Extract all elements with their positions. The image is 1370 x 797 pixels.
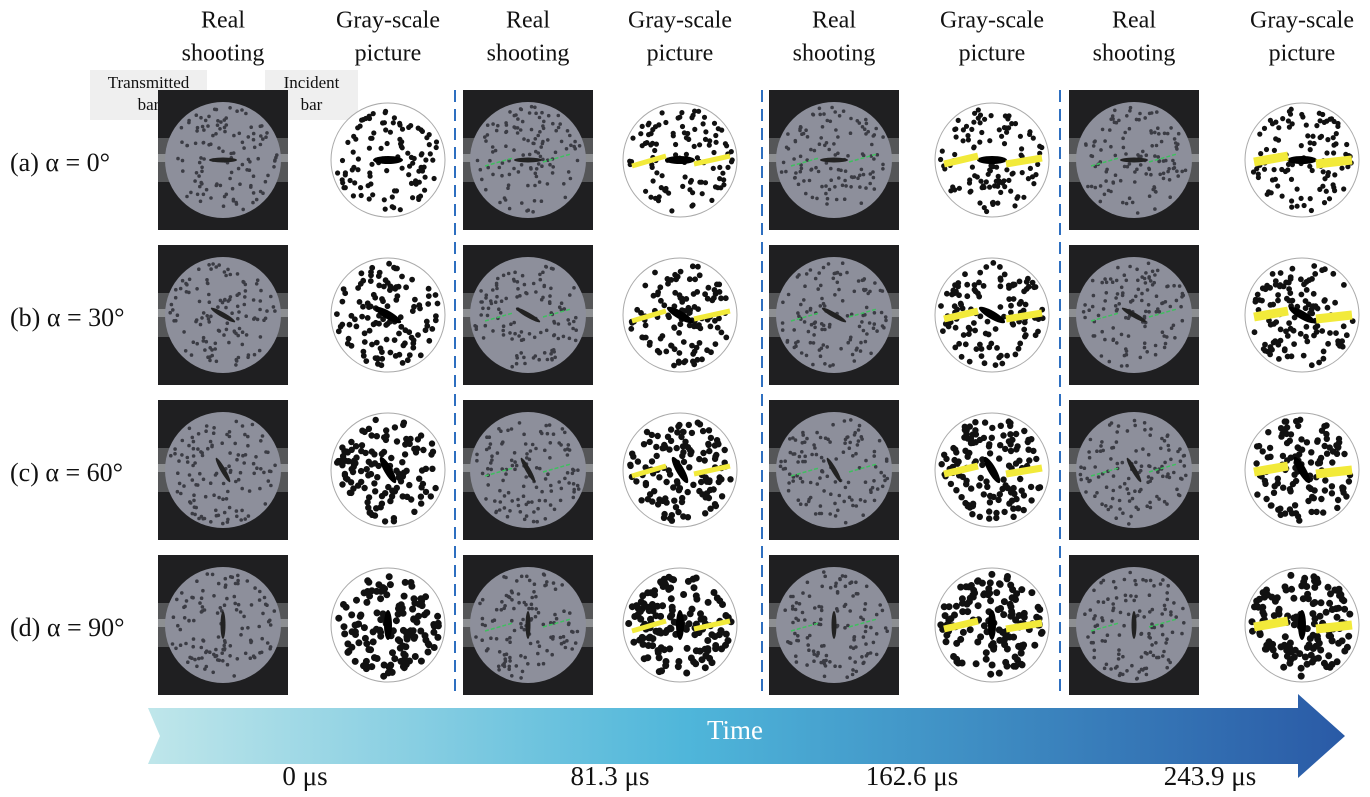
real-shooting-image: [463, 90, 593, 230]
gray-scale-image: [1245, 103, 1359, 217]
column-header: Real: [201, 8, 245, 34]
flaw: [384, 610, 392, 640]
column-header: Gray-scale: [1250, 8, 1354, 34]
gray-scale-image: [935, 568, 1049, 682]
column-header: shooting: [487, 41, 570, 67]
column-header: shooting: [793, 41, 876, 67]
gray-scale-image: [1245, 568, 1359, 682]
real-shooting-image: [1069, 555, 1199, 695]
real-shooting-image: [1069, 90, 1199, 230]
column-header: picture: [959, 41, 1026, 67]
column-header: Real: [1112, 8, 1156, 34]
gray-scale-image: [331, 258, 445, 372]
flaw: [221, 611, 226, 639]
flaw: [526, 611, 531, 639]
real-shooting-image: [769, 555, 899, 695]
time-label: 243.9 μs: [1164, 761, 1256, 791]
gray-scale-image: [1245, 258, 1359, 372]
real-shooting-image: [158, 90, 288, 230]
gray-scale-image: [935, 258, 1049, 372]
row-label: (a) α = 0°: [10, 148, 110, 177]
real-shooting-image: [463, 245, 593, 385]
real-shooting-image: [769, 400, 899, 540]
flaw: [1132, 611, 1137, 639]
flaw: [514, 158, 542, 163]
gray-scale-image: [331, 568, 445, 682]
time-label: 0 μs: [282, 761, 327, 791]
real-shooting-image: [769, 90, 899, 230]
real-shooting-image: [158, 555, 288, 695]
annotation: bar: [138, 95, 160, 114]
flaw: [665, 156, 695, 164]
time-arrow-label: Time: [707, 715, 763, 745]
gray-scale-image: [935, 103, 1049, 217]
column-header: Real: [506, 8, 550, 34]
column-header: shooting: [182, 41, 265, 67]
gray-scale-image: [623, 568, 737, 682]
gray-scale-image: [935, 413, 1049, 527]
column-header: picture: [1269, 41, 1336, 67]
flaw: [1120, 158, 1148, 163]
flaw: [373, 156, 403, 164]
flaw: [209, 158, 237, 163]
time-label: 81.3 μs: [571, 761, 650, 791]
gray-scale-image: [623, 258, 737, 372]
flaw: [988, 610, 996, 640]
real-shooting-image: [1069, 400, 1199, 540]
column-header: Gray-scale: [940, 8, 1044, 34]
gray-scale-image: [331, 103, 445, 217]
gray-scale-image: [623, 413, 737, 527]
real-shooting-image: [1069, 245, 1199, 385]
gray-scale-image: [1245, 413, 1359, 527]
flaw: [1298, 610, 1306, 640]
column-header: Real: [812, 8, 856, 34]
column-header: picture: [647, 41, 714, 67]
column-header: Gray-scale: [628, 8, 732, 34]
row-label: (d) α = 90°: [10, 613, 125, 642]
time-label: 162.6 μs: [866, 761, 958, 791]
gray-scale-image: [331, 413, 445, 527]
real-shooting-image: [463, 555, 593, 695]
annotation: Incident: [284, 73, 340, 92]
column-header: picture: [355, 41, 422, 67]
flaw: [1287, 156, 1317, 164]
real-shooting-image: [769, 245, 899, 385]
real-shooting-image: [158, 245, 288, 385]
flaw: [832, 611, 837, 639]
real-shooting-image: [158, 400, 288, 540]
row-label: (c) α = 60°: [10, 458, 123, 487]
annotation: Transmitted: [108, 73, 190, 92]
figure: Real shooting Gray-scale picture Real shootin…: [0, 0, 1370, 797]
annotation: bar: [301, 95, 323, 114]
real-shooting-image: [463, 400, 593, 540]
flaw: [820, 158, 848, 163]
column-header: shooting: [1093, 41, 1176, 67]
flaw: [977, 156, 1007, 164]
flaw: [676, 610, 684, 640]
column-header: Gray-scale: [336, 8, 440, 34]
row-label: (b) α = 30°: [10, 303, 125, 332]
gray-scale-image: [623, 103, 737, 217]
